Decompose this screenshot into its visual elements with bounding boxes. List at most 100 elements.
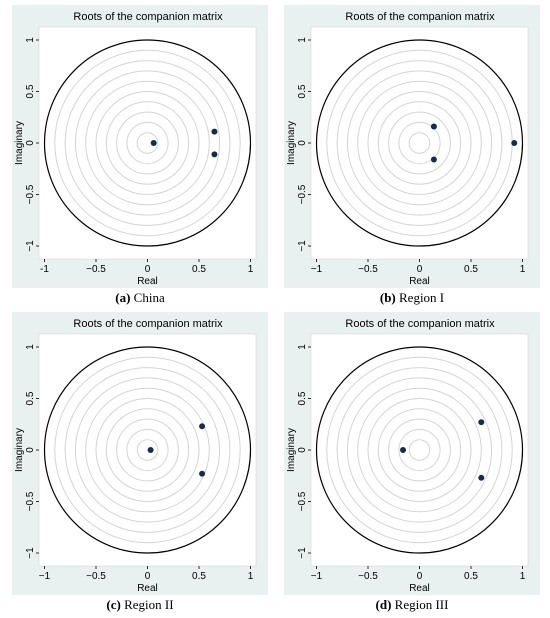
x-tick-label: −1 [311, 571, 323, 582]
caption-region-iii: (d) Region III [284, 597, 540, 613]
y-tick-label: −0.5 [297, 184, 308, 204]
x-tick-label: -1 [40, 264, 49, 275]
x-tick-label: 1 [520, 264, 526, 275]
grid-circle [116, 111, 179, 175]
y-tick-label: −1 [297, 240, 308, 252]
grid-circle [74, 70, 221, 216]
chart-region-ii: Roots of the companion matrix −1 −0.5 0 0.5 1… [12, 312, 268, 595]
unit-circle [43, 39, 252, 247]
grid-circle [346, 377, 493, 523]
caption-letter: (b) [379, 290, 396, 305]
chart-title: Roots of the companion matrix [345, 318, 495, 330]
x-tick-label: 1 [248, 571, 254, 582]
root-point [400, 447, 407, 453]
y-axis-label: Imaginary [286, 121, 297, 165]
caption-letter: (d) [375, 597, 392, 612]
caption-region-i: (b) Region I [284, 290, 540, 306]
y-tick-label: 0 [297, 140, 308, 146]
chart-panel-region-ii: Roots of the companion matrix −1 −0.5 0 0.5 1… [12, 312, 268, 595]
y-axis-label: Imaginary [286, 428, 297, 472]
root-point [150, 140, 157, 146]
chart-region-iii: Roots of the companion matrix −1 −0.5 0 0.5 1… [284, 312, 540, 595]
grid-circle [367, 398, 472, 502]
y-tick-label: −1 [25, 547, 36, 559]
grid-circle [136, 132, 159, 154]
y-tick-label: 1 [297, 344, 308, 350]
root-point [147, 447, 154, 453]
chart-china: Roots of the companion matrix -1 −0.5 0 0.5 1… [12, 5, 268, 288]
y-tick-label: 0.5 [25, 391, 36, 405]
caption-region-ii: (c) Region II [12, 597, 268, 613]
x-axis-label: Real [137, 583, 158, 594]
grid-circle [357, 80, 482, 206]
plot-area [310, 26, 529, 260]
grid-circle [388, 111, 451, 175]
grid-circle [126, 121, 169, 165]
caption-text: Region I [395, 290, 445, 305]
y-tick-label: 0 [25, 140, 36, 146]
y-axis-label: Imaginary [14, 121, 25, 165]
caption-text: China [130, 290, 165, 305]
grid-circle [357, 387, 482, 513]
x-tick-label: 0.5 [464, 571, 478, 582]
x-tick-label: 0 [145, 264, 151, 275]
grid-circle [367, 91, 472, 195]
x-tick-label: 0 [417, 264, 423, 275]
plot-area [38, 26, 257, 260]
grid-circle [85, 387, 210, 513]
grid-circle [377, 101, 462, 185]
caption-text: Region III [391, 597, 449, 612]
x-axis-label: Real [137, 276, 158, 287]
x-tick-label: 0 [145, 571, 151, 582]
grid-circle [64, 60, 231, 226]
y-tick-label: 1 [25, 37, 36, 43]
grid-circle [388, 418, 451, 482]
grid-circle [64, 367, 231, 533]
grid-circle [336, 367, 503, 533]
caption-letter: (a) [115, 290, 131, 305]
root-point [478, 419, 485, 426]
x-tick-label: 0.5 [192, 264, 206, 275]
chart-panel-china: Roots of the companion matrix -1 −0.5 0 0.5 1… [12, 5, 268, 288]
grid-circle [377, 408, 462, 492]
grid-circle [74, 377, 221, 523]
grid-circle [54, 49, 241, 237]
grid-circle [336, 60, 503, 226]
x-tick-label: −1 [39, 571, 51, 582]
y-tick-label: −0.5 [297, 491, 308, 511]
plot-area [38, 333, 257, 567]
grid-circle [105, 101, 190, 185]
chart-panel-region-iii: Roots of the companion matrix −1 −0.5 0 0.5 1… [284, 312, 540, 595]
y-tick-label: 0 [297, 447, 308, 453]
y-tick-label: 1 [25, 344, 36, 350]
grid-circle [398, 428, 441, 472]
root-point [211, 151, 218, 158]
y-tick-label: 0.5 [297, 391, 308, 405]
x-tick-label: −0.5 [86, 571, 106, 582]
root-point [430, 156, 437, 163]
unit-circle [315, 39, 524, 247]
grid-circle [126, 428, 169, 472]
caption-text: Region II [120, 597, 174, 612]
chart-panel-region-i: Roots of the companion matrix −1 −0.5 0 0.5 1… [284, 5, 540, 288]
chart-region-i: Roots of the companion matrix −1 −0.5 0 0.5 1… [284, 5, 540, 288]
grid-circle [105, 408, 190, 492]
x-tick-label: 1 [520, 571, 526, 582]
chart-title: Roots of the companion matrix [73, 318, 223, 330]
x-tick-label: 1 [248, 264, 254, 275]
y-tick-label: −0.5 [25, 184, 36, 204]
y-tick-label: 0 [25, 447, 36, 453]
x-tick-label: −0.5 [358, 264, 378, 275]
grid-circle [346, 70, 493, 216]
grid-circle [95, 398, 200, 502]
root-point [211, 128, 218, 135]
x-axis-label: Real [409, 276, 430, 287]
x-tick-label: 0.5 [192, 571, 206, 582]
unit-circle [43, 346, 252, 554]
unit-circle [315, 346, 524, 554]
chart-title: Roots of the companion matrix [345, 11, 495, 23]
y-tick-label: 0.5 [25, 84, 36, 98]
y-tick-label: 0.5 [297, 84, 308, 98]
root-point [430, 123, 437, 130]
root-point [199, 423, 206, 430]
